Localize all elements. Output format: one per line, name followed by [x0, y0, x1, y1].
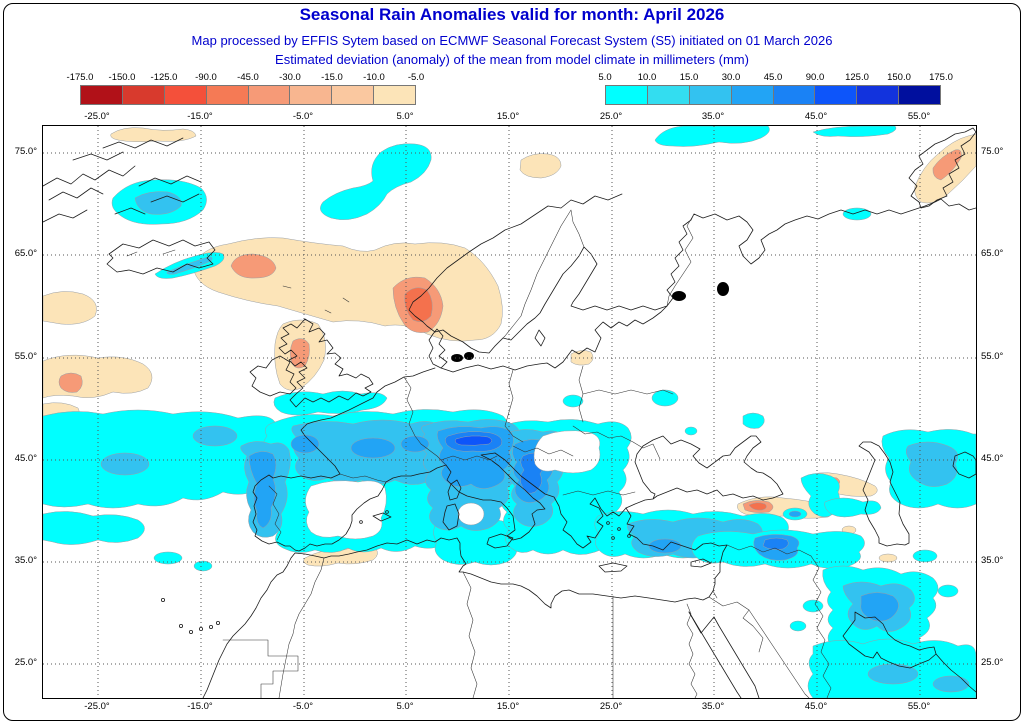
lon-label-bottom: 45.0° — [804, 701, 828, 712]
legend-positive-tick-label: 15.0 — [679, 72, 699, 83]
page-title: Seasonal Rain Anomalies valid for month:… — [299, 5, 725, 24]
lat-label-right: 35.0° — [981, 555, 1004, 566]
legend-negative-labels: -175.0 -150.0 -125.0 -90.0 -45.0 -30.0 -15.0 -1… — [67, 72, 425, 85]
lon-label-top: 15.0° — [496, 111, 520, 122]
legend-positive-cell — [647, 86, 690, 104]
lon-label-bottom: 25.0° — [599, 701, 623, 712]
legend-positive-labels: 5.0 10.0 15.0 30.0 45.0 90.0 125.0 150.0 175.0 — [598, 72, 953, 85]
legend-positive-cell — [773, 86, 816, 104]
legend-positive-cell — [815, 86, 858, 104]
lon-label-top: 35.0° — [701, 111, 725, 122]
legend-negative-anomaly: -175.0 -150.0 -125.0 -90.0 -45.0 -30.0 -15.0 -1… — [67, 72, 425, 105]
legend-negative-tick-label: -10.0 — [363, 72, 385, 83]
lat-label-right: 25.0° — [981, 657, 1004, 668]
lon-label-bottom: -5.0° — [292, 701, 314, 712]
legend-negative-colorbar — [80, 85, 416, 105]
lon-label-bottom: 55.0° — [907, 701, 931, 712]
lat-label-left: 25.0° — [14, 657, 37, 668]
lon-label-top: -15.0° — [187, 111, 213, 122]
legend-positive-colorbar — [605, 85, 941, 105]
legend-negative-cell — [374, 86, 415, 104]
legend-positive-cell — [731, 86, 774, 104]
legend-positive-tick-label: 5.0 — [598, 72, 612, 83]
legend-negative-tick-label: -30.0 — [279, 72, 301, 83]
legend-positive-tick-label: 90.0 — [805, 72, 825, 83]
lon-label-bottom: 5.0° — [396, 701, 414, 712]
legend-negative-tick-label: -150.0 — [108, 72, 136, 83]
lat-label-left: 35.0° — [14, 555, 37, 566]
lat-label-right: 55.0° — [981, 351, 1004, 362]
lon-label-top: 5.0° — [396, 111, 414, 122]
legend-negative-tick-label: -5.0 — [407, 72, 425, 83]
legend-negative-tick-label: -15.0 — [321, 72, 343, 83]
legend-positive-tick-label: 30.0 — [721, 72, 741, 83]
lat-label-right: 75.0° — [981, 146, 1004, 157]
legend-positive-tick-label: 45.0 — [763, 72, 783, 83]
lon-label-bottom: -15.0° — [187, 701, 213, 712]
lat-label-right: 65.0° — [981, 248, 1004, 259]
map-area — [42, 125, 977, 699]
lat-label-left: 65.0° — [14, 248, 37, 259]
legend-negative-cell — [206, 86, 249, 104]
grid-layer — [43, 126, 976, 698]
lat-label-left: 75.0° — [14, 146, 37, 157]
legend-negative-cell — [248, 86, 291, 104]
coastline-layer — [43, 127, 976, 698]
legend-negative-tick-label: -90.0 — [195, 72, 217, 83]
anomaly-layer — [43, 126, 976, 698]
lat-label-left: 55.0° — [14, 351, 37, 362]
legend-positive-tick-label: 150.0 — [887, 72, 911, 83]
lon-label-top: 45.0° — [804, 111, 828, 122]
lat-label-right: 45.0° — [981, 453, 1004, 464]
subtitle-units: Estimated deviation (anomaly) of the mea… — [275, 52, 749, 67]
lon-label-top: 25.0° — [599, 111, 623, 122]
lon-label-top: 55.0° — [907, 111, 931, 122]
legend-negative-tick-label: -125.0 — [150, 72, 178, 83]
lat-label-left: 45.0° — [14, 453, 37, 464]
lon-label-top: -5.0° — [292, 111, 314, 122]
legend-negative-tick-label: -175.0 — [66, 72, 94, 83]
legend-positive-tick-label: 175.0 — [929, 72, 953, 83]
lon-label-bottom: 35.0° — [701, 701, 725, 712]
europe-anomaly-map — [43, 126, 976, 698]
legend-positive-cell — [899, 86, 940, 104]
subtitle-source: Map processed by EFFIS Sytem based on EC… — [191, 33, 833, 48]
legend-negative-cell — [290, 86, 333, 104]
lon-label-bottom: -25.0° — [84, 701, 110, 712]
legend-positive-tick-label: 10.0 — [637, 72, 657, 83]
legend-positive-cell — [606, 86, 648, 104]
lon-label-top: -25.0° — [84, 111, 110, 122]
legend-negative-tick-label: -45.0 — [237, 72, 259, 83]
legend-positive-cell — [689, 86, 732, 104]
legend-negative-cell — [122, 86, 165, 104]
legend-positive-cell — [857, 86, 900, 104]
lon-label-bottom: 15.0° — [496, 701, 520, 712]
legend-negative-cell — [164, 86, 207, 104]
legend-positive-tick-label: 125.0 — [845, 72, 869, 83]
legend-negative-cell — [332, 86, 375, 104]
legend-positive-anomaly: 5.0 10.0 15.0 30.0 45.0 90.0 125.0 150.0 175.0 — [598, 72, 953, 105]
legend-negative-cell — [81, 86, 123, 104]
